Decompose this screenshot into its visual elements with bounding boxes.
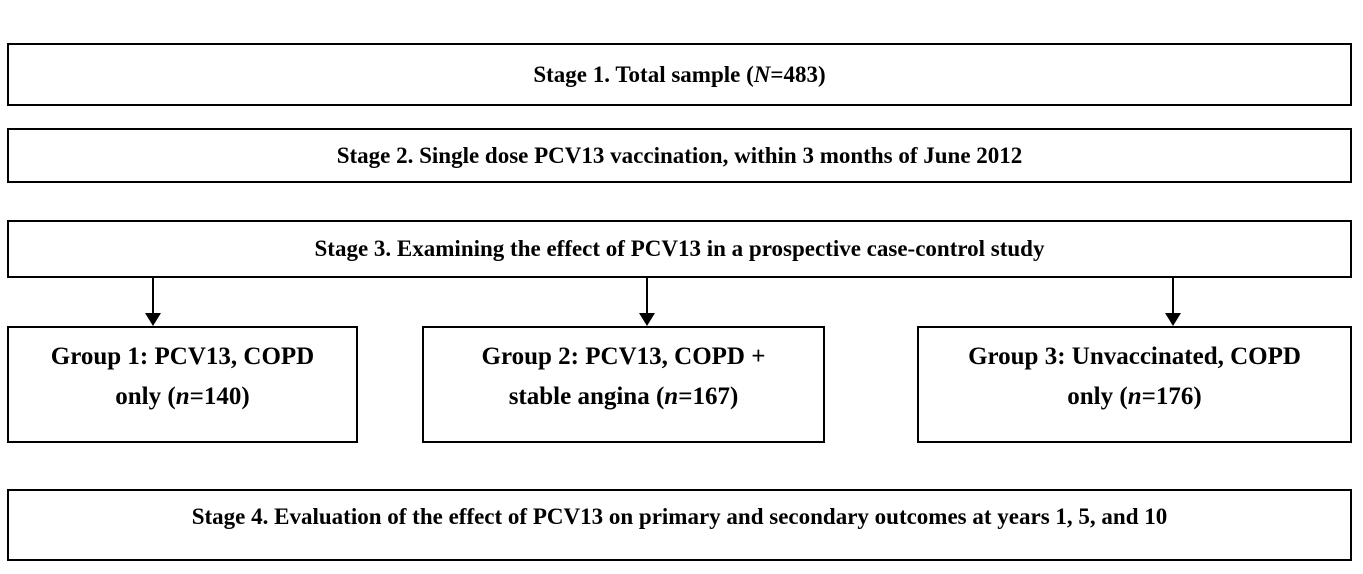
arrow-stem <box>1172 278 1174 315</box>
stage-1-text-suffix: =483) <box>770 61 826 87</box>
group-2-box: Group 2: PCV13, COPD + stable angina (n=… <box>422 326 825 443</box>
group-1-line-2-suffix: =140) <box>189 383 250 410</box>
stage-1-n-variable: N <box>753 61 771 87</box>
group-3-line-2-suffix: =176) <box>1141 383 1202 410</box>
arrow-to-group-3 <box>1164 278 1182 326</box>
group-3-n-variable: n <box>1127 383 1142 410</box>
stage-2-box: Stage 2. Single dose PCV13 vaccination, … <box>7 128 1352 183</box>
arrowhead-down-icon <box>145 313 161 326</box>
stage-3-label: Stage 3. Examining the effect of PCV13 i… <box>314 236 1045 261</box>
group-2-line-2-prefix: stable angina ( <box>508 383 665 410</box>
group-3-line-2-prefix: only ( <box>1067 383 1128 410</box>
stage-1-label: Stage 1. Total sample (N=483) <box>533 62 825 88</box>
stage-3-box: Stage 3. Examining the effect of PCV13 i… <box>7 220 1352 278</box>
group-1-line-1: Group 1: PCV13, COPD <box>50 343 315 370</box>
group-1-line-2: only (n=140) <box>51 377 314 417</box>
arrow-stem <box>152 278 154 315</box>
group-2-label: Group 2: PCV13, COPD + stable angina (n=… <box>482 337 766 417</box>
group-3-line-1: Group 3: Unvaccinated, COPD <box>968 343 1301 370</box>
group-3-line-2: only (n=176) <box>968 377 1301 417</box>
group-1-label: Group 1: PCV13, COPD only (n=140) <box>51 337 314 417</box>
arrow-to-group-1 <box>144 278 162 326</box>
group-1-n-variable: n <box>175 383 190 410</box>
arrowhead-down-icon <box>1165 313 1181 326</box>
stage-2-label: Stage 2. Single dose PCV13 vaccination, … <box>336 142 1023 168</box>
group-1-line-2-prefix: only ( <box>115 383 176 410</box>
arrow-to-group-2 <box>638 278 656 326</box>
group-2-line-2-suffix: =167) <box>678 383 739 410</box>
arrowhead-down-icon <box>639 313 655 326</box>
arrow-stem <box>646 278 648 315</box>
stage-1-text-prefix: Stage 1. Total sample ( <box>533 61 754 87</box>
group-2-line-1: Group 2: PCV13, COPD + <box>481 343 766 370</box>
stage-1-box: Stage 1. Total sample (N=483) <box>7 43 1352 106</box>
group-1-box: Group 1: PCV13, COPD only (n=140) <box>7 326 358 443</box>
group-3-label: Group 3: Unvaccinated, COPD only (n=176) <box>968 337 1301 417</box>
group-2-line-2: stable angina (n=167) <box>482 377 766 417</box>
group-2-n-variable: n <box>664 383 679 410</box>
stage-4-label: Stage 4. Evaluation of the effect of PCV… <box>191 504 1168 529</box>
group-3-box: Group 3: Unvaccinated, COPD only (n=176) <box>917 326 1352 443</box>
stage-4-box: Stage 4. Evaluation of the effect of PCV… <box>7 489 1352 561</box>
